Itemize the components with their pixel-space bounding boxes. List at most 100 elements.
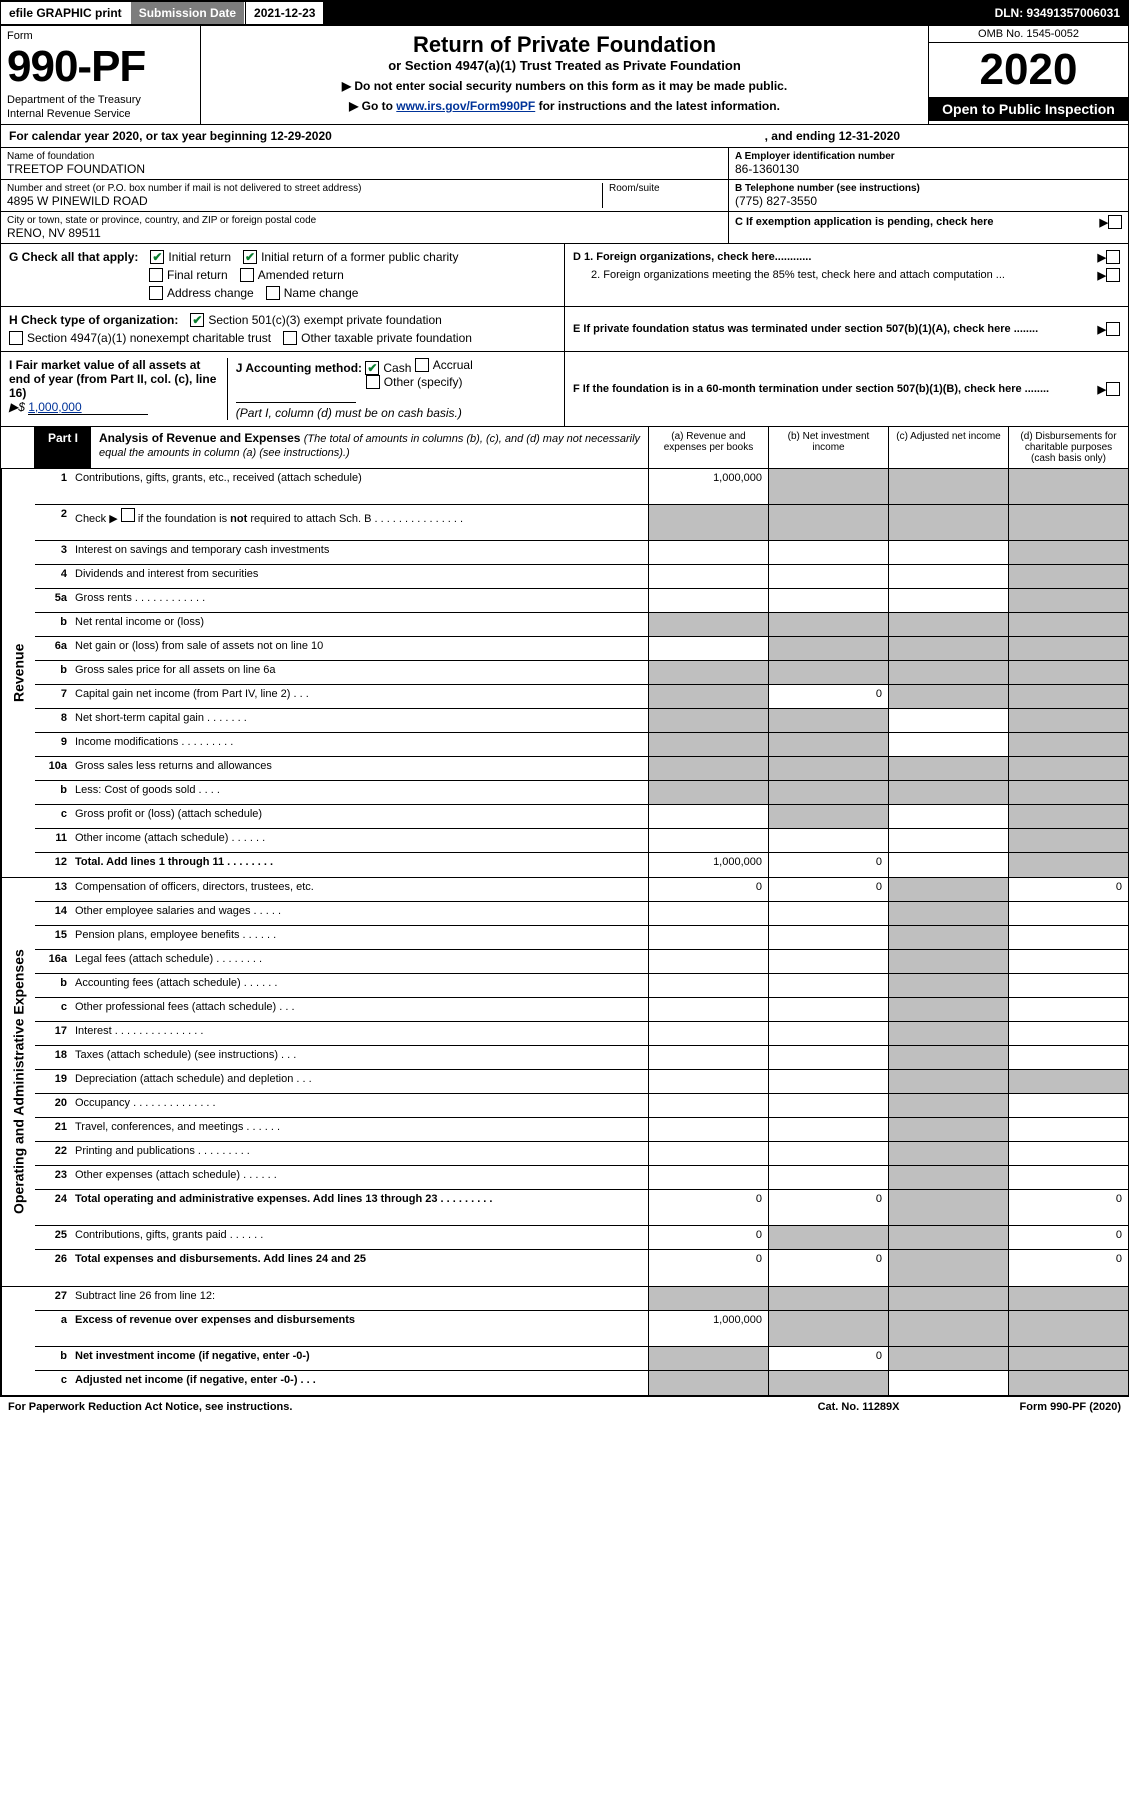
h-4947-label: Section 4947(a)(1) nonexempt charitable … <box>27 331 271 345</box>
r10b-desc: Less: Cost of goods sold . . . . <box>71 781 648 804</box>
r26-desc: Total expenses and disbursements. Add li… <box>71 1250 648 1286</box>
row-20: 20Occupancy . . . . . . . . . . . . . . <box>35 1094 1128 1118</box>
r22-c <box>888 1142 1008 1165</box>
expenses-table: Operating and Administrative Expenses 13… <box>0 878 1129 1287</box>
row-24: 24Total operating and administrative exp… <box>35 1190 1128 1226</box>
g-amended[interactable]: Amended return <box>240 268 344 282</box>
r22-d <box>1008 1142 1128 1165</box>
r10a-c <box>888 757 1008 780</box>
r24-num: 24 <box>35 1190 71 1225</box>
r22-b <box>768 1142 888 1165</box>
r17-num: 17 <box>35 1022 71 1045</box>
j-other-field[interactable] <box>236 402 356 403</box>
r26-d: 0 <box>1008 1250 1128 1286</box>
r27-a <box>648 1287 768 1310</box>
c-checkbox[interactable] <box>1108 215 1122 229</box>
r11-num: 11 <box>35 829 71 852</box>
row-10c: cGross profit or (loss) (attach schedule… <box>35 805 1128 829</box>
r25-a: 0 <box>648 1226 768 1249</box>
r24-c <box>888 1190 1008 1225</box>
r24-desc: Total operating and administrative expen… <box>71 1190 648 1225</box>
g-initial-former[interactable]: ✔Initial return of a former public chari… <box>243 250 458 264</box>
r25-desc: Contributions, gifts, grants paid . . . … <box>71 1226 648 1249</box>
r3-c <box>888 541 1008 564</box>
d2-checkbox[interactable] <box>1106 268 1120 282</box>
f-checkbox[interactable] <box>1106 382 1120 396</box>
r27c-d <box>1008 1371 1128 1395</box>
g-initial-label: Initial return <box>168 250 231 264</box>
city-cell: City or town, state or province, country… <box>1 212 728 243</box>
r10b-b <box>768 781 888 804</box>
r2-checkbox[interactable] <box>121 508 135 522</box>
r13-b: 0 <box>768 878 888 901</box>
g-final[interactable]: Final return <box>149 268 228 282</box>
r18-desc: Taxes (attach schedule) (see instruction… <box>71 1046 648 1069</box>
dln: DLN: 93491357006031 <box>987 2 1128 24</box>
f-section: F If the foundation is in a 60-month ter… <box>565 352 1128 426</box>
g-name[interactable]: Name change <box>266 286 359 300</box>
r17-a <box>648 1022 768 1045</box>
r13-num: 13 <box>35 878 71 901</box>
c-label: C If exemption application is pending, c… <box>735 216 994 228</box>
d1-checkbox[interactable] <box>1106 250 1120 264</box>
r3-desc: Interest on savings and temporary cash i… <box>71 541 648 564</box>
r27-desc: Subtract line 26 from line 12: <box>71 1287 648 1310</box>
r4-desc: Dividends and interest from securities <box>71 565 648 588</box>
col-a: (a) Revenue and expenses per books <box>648 427 768 468</box>
h-other[interactable]: Other taxable private foundation <box>283 331 472 345</box>
r16c-c <box>888 998 1008 1021</box>
r5a-c <box>888 589 1008 612</box>
r8-a <box>648 709 768 732</box>
r27c-b <box>768 1371 888 1395</box>
form-header: Form 990-PF Department of the Treasury I… <box>0 26 1129 125</box>
h-4947[interactable]: Section 4947(a)(1) nonexempt charitable … <box>9 331 271 345</box>
e-checkbox[interactable] <box>1106 322 1120 336</box>
r22-num: 22 <box>35 1142 71 1165</box>
r20-b <box>768 1094 888 1117</box>
footer-right: Form 990-PF (2020) <box>1020 1401 1121 1413</box>
r4-num: 4 <box>35 565 71 588</box>
r18-num: 18 <box>35 1046 71 1069</box>
j-accrual[interactable]: Accrual <box>415 358 473 372</box>
note2: ▶ Go to www.irs.gov/Form990PF for instru… <box>207 99 922 113</box>
r25-b <box>768 1226 888 1249</box>
r10b-num: b <box>35 781 71 804</box>
r27b-desc: Net investment income (if negative, ente… <box>71 1347 648 1370</box>
r2-desc: Check ▶ if the foundation is not require… <box>71 505 648 540</box>
r16c-desc: Other professional fees (attach schedule… <box>71 998 648 1021</box>
name-label: Name of foundation <box>7 151 722 162</box>
j-other[interactable]: Other (specify) <box>366 375 463 389</box>
r14-b <box>768 902 888 925</box>
r16a-desc: Legal fees (attach schedule) . . . . . .… <box>71 950 648 973</box>
d-section: D 1. Foreign organizations, check here..… <box>565 244 1128 306</box>
calendar-year-row: For calendar year 2020, or tax year begi… <box>0 125 1129 148</box>
form-word: Form <box>7 30 194 42</box>
d2-label: 2. Foreign organizations meeting the 85%… <box>573 269 1005 281</box>
row-6a: 6aNet gain or (loss) from sale of assets… <box>35 637 1128 661</box>
i-value[interactable]: 1,000,000 <box>28 400 148 415</box>
efile-label: efile GRAPHIC print <box>1 2 131 24</box>
form-link[interactable]: www.irs.gov/Form990PF <box>396 99 535 113</box>
r20-num: 20 <box>35 1094 71 1117</box>
r1-a: 1,000,000 <box>648 469 768 504</box>
omb: OMB No. 1545-0052 <box>929 26 1128 43</box>
r23-a <box>648 1166 768 1189</box>
row-27b: bNet investment income (if negative, ent… <box>35 1347 1128 1371</box>
j-cash[interactable]: ✔Cash <box>365 361 411 375</box>
r16a-c <box>888 950 1008 973</box>
row-27: 27Subtract line 26 from line 12: <box>35 1287 1128 1311</box>
g-initial[interactable]: ✔Initial return <box>150 250 231 264</box>
cal-year-ending: , and ending 12-31-2020 <box>765 129 900 143</box>
r11-c <box>888 829 1008 852</box>
r6a-c <box>888 637 1008 660</box>
r10a-desc: Gross sales less returns and allowances <box>71 757 648 780</box>
r4-a <box>648 565 768 588</box>
r5a-a <box>648 589 768 612</box>
g-address[interactable]: Address change <box>149 286 254 300</box>
r16c-b <box>768 998 888 1021</box>
row-10b: bLess: Cost of goods sold . . . . <box>35 781 1128 805</box>
row-16c: cOther professional fees (attach schedul… <box>35 998 1128 1022</box>
line27-rows: 27Subtract line 26 from line 12: aExcess… <box>35 1287 1128 1395</box>
h-501c3[interactable]: ✔Section 501(c)(3) exempt private founda… <box>190 313 441 327</box>
city: RENO, NV 89511 <box>7 226 722 240</box>
